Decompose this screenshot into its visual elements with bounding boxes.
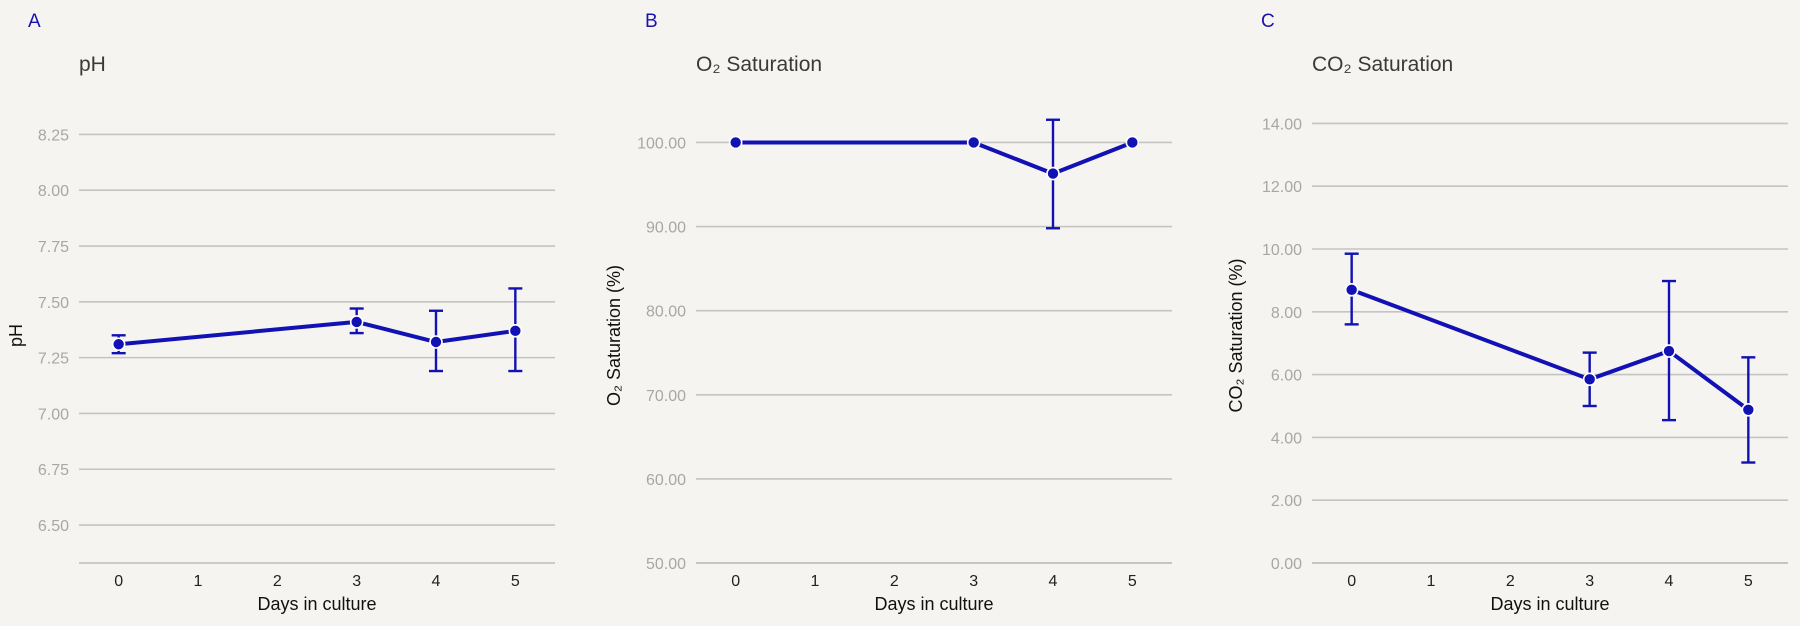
panel-letter: C bbox=[1261, 11, 1275, 32]
x-tick-label: 3 bbox=[969, 573, 978, 590]
y-tick-label: 12.00 bbox=[1262, 179, 1302, 196]
data-point bbox=[728, 135, 743, 150]
data-point bbox=[429, 335, 443, 349]
x-tick-label: 2 bbox=[890, 573, 899, 590]
x-tick-label: 5 bbox=[1744, 573, 1753, 590]
panel-title: CO₂ Saturation bbox=[1312, 53, 1453, 76]
panel-letter: A bbox=[28, 11, 41, 32]
data-point bbox=[1344, 283, 1359, 297]
y-tick-label: 60.00 bbox=[646, 472, 686, 489]
y-tick-label: 70.00 bbox=[646, 388, 686, 405]
y-tick-label: 7.25 bbox=[38, 351, 69, 368]
y-tick-label: 90.00 bbox=[646, 220, 686, 237]
data-point bbox=[1582, 372, 1597, 387]
y-tick-label: 7.00 bbox=[38, 406, 69, 423]
y-tick-label: 6.50 bbox=[38, 518, 69, 535]
data-point bbox=[1125, 135, 1140, 150]
data-point bbox=[1741, 402, 1756, 417]
x-axis-label: Days in culture bbox=[257, 594, 376, 614]
x-tick-label: 5 bbox=[1128, 573, 1137, 590]
panel-letter: B bbox=[645, 11, 658, 32]
data-point bbox=[349, 315, 364, 329]
x-tick-label: 3 bbox=[1585, 573, 1594, 590]
y-tick-label: 8.25 bbox=[38, 127, 69, 144]
x-tick-label: 0 bbox=[731, 573, 740, 590]
panel-title: pH bbox=[79, 53, 106, 76]
y-tick-label: 8.00 bbox=[1271, 305, 1302, 322]
data-point bbox=[111, 337, 126, 352]
panel-title: O₂ Saturation bbox=[696, 53, 822, 76]
y-axis-label: O₂ Saturation (%) bbox=[604, 265, 624, 406]
x-tick-label: 0 bbox=[114, 573, 123, 590]
series-line bbox=[116, 319, 518, 347]
x-tick-label: 3 bbox=[352, 573, 361, 590]
x-tick-label: 0 bbox=[1347, 573, 1356, 590]
x-tick-label: 4 bbox=[432, 573, 441, 590]
y-tick-label: 2.00 bbox=[1271, 493, 1302, 510]
y-tick-label: 0.00 bbox=[1271, 556, 1302, 573]
data-point bbox=[966, 135, 981, 150]
x-tick-label: 5 bbox=[511, 573, 520, 590]
y-tick-label: 6.75 bbox=[38, 462, 69, 479]
series-line bbox=[1349, 287, 1751, 412]
x-tick-label: 2 bbox=[273, 573, 282, 590]
x-tick-label: 4 bbox=[1049, 573, 1058, 590]
y-axis-label: pH bbox=[6, 324, 26, 347]
data-point bbox=[1046, 166, 1060, 181]
x-axis-label: Days in culture bbox=[874, 594, 993, 614]
x-tick-label: 1 bbox=[194, 573, 203, 590]
x-tick-label: 2 bbox=[1506, 573, 1515, 590]
y-tick-label: 4.00 bbox=[1271, 430, 1302, 447]
y-tick-label: 7.50 bbox=[38, 295, 69, 312]
y-tick-label: 7.75 bbox=[38, 239, 69, 256]
x-tick-label: 1 bbox=[811, 573, 820, 590]
data-point bbox=[1662, 344, 1676, 358]
data-point bbox=[508, 324, 523, 338]
series-line bbox=[733, 140, 1135, 176]
y-tick-label: 8.00 bbox=[38, 183, 69, 200]
y-tick-label: 10.00 bbox=[1262, 242, 1302, 259]
y-tick-label: 80.00 bbox=[646, 304, 686, 321]
x-tick-label: 4 bbox=[1665, 573, 1674, 590]
y-axis-label: CO₂ Saturation (%) bbox=[1226, 258, 1246, 412]
y-tick-label: 100.00 bbox=[637, 135, 686, 152]
x-axis-label: Days in culture bbox=[1490, 594, 1609, 614]
y-tick-label: 50.00 bbox=[646, 556, 686, 573]
y-tick-label: 6.00 bbox=[1271, 368, 1302, 385]
x-tick-label: 1 bbox=[1427, 573, 1436, 590]
y-tick-label: 14.00 bbox=[1262, 116, 1302, 133]
